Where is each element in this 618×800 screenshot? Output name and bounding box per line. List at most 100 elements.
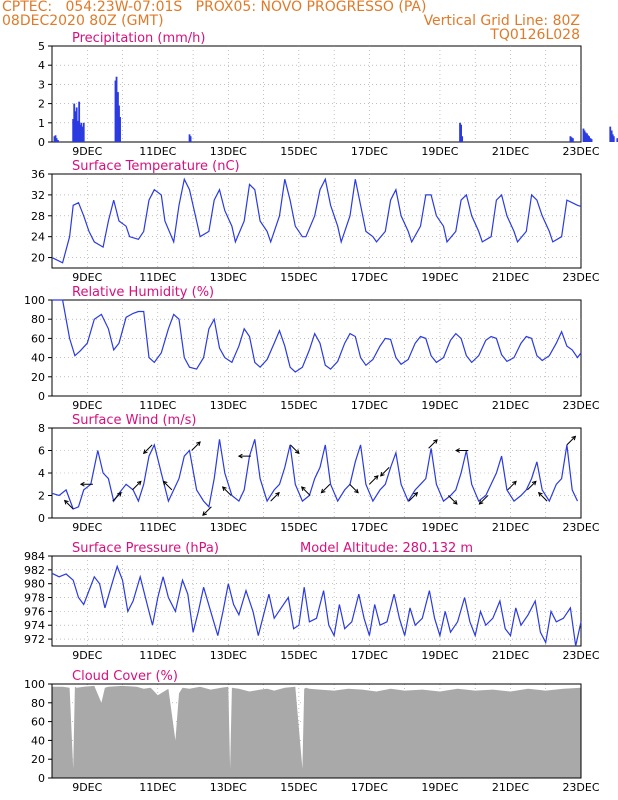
wind-arrow-head	[320, 488, 326, 494]
x-tick-label: 13DEC	[210, 781, 247, 794]
wind-arrow-head	[413, 491, 419, 497]
y-tick-label: 3	[38, 78, 45, 91]
series-line	[51, 177, 582, 264]
x-tick-label: 9DEC	[72, 781, 102, 794]
panel-frame	[51, 299, 582, 397]
precip-bar	[461, 136, 464, 142]
wind-arrow-head	[142, 449, 148, 455]
precip-bar	[75, 107, 78, 142]
y-tick-label: 4	[38, 467, 45, 480]
y-tick-label: 8	[38, 422, 45, 435]
y-tick-label: 20	[31, 252, 45, 265]
y-tick-label: 80	[31, 313, 45, 326]
precip-bar	[74, 111, 77, 142]
y-tick-label: 40	[31, 734, 45, 747]
y-tick-label: 40	[31, 352, 45, 365]
wind-arrow	[191, 441, 201, 451]
header-model: TQ0126L028	[490, 27, 580, 43]
x-tick-label: 15DEC	[280, 521, 317, 534]
wind-arrow	[448, 495, 458, 505]
wind-arrow	[349, 483, 359, 494]
x-tick-label: 13DEC	[210, 521, 247, 534]
panel-title: Surface Temperature (nC)	[72, 159, 240, 174]
wind-arrow	[479, 495, 489, 505]
x-tick-label: 11DEC	[139, 649, 176, 662]
wind-arrow-head	[237, 453, 243, 459]
precip-bar	[80, 122, 83, 142]
wind-arrow-head	[478, 499, 484, 505]
precip-bar	[583, 130, 586, 142]
x-tick-label: 9DEC	[72, 271, 102, 284]
panel-frame	[51, 45, 582, 143]
precip-bar	[609, 126, 612, 142]
y-tick-label: 28	[31, 210, 45, 223]
precip-bar	[188, 134, 191, 142]
precip-bar	[78, 101, 81, 142]
y-tick-label: 2	[38, 98, 45, 111]
precip-bar	[616, 138, 618, 142]
precip-bar	[590, 139, 593, 142]
wind-arrow-head	[136, 480, 142, 486]
x-tick-label: 23DEC	[562, 781, 599, 794]
x-tick-label: 13DEC	[210, 145, 247, 158]
x-tick-label: 11DEC	[139, 521, 176, 534]
x-tick-label: 9DEC	[72, 649, 102, 662]
x-tick-label: 23DEC	[562, 521, 599, 534]
panel-title: Precipitation (mm/h)	[72, 31, 205, 46]
x-tick-label: 19DEC	[421, 399, 458, 412]
wind-arrow-head	[379, 471, 385, 477]
panel-frame	[51, 173, 582, 269]
panel-4: 9DEC 11DEC 13DEC 15DEC 17DEC 19DEC 21DEC 23DEC 0…	[38, 413, 600, 534]
precip-bar	[54, 135, 57, 142]
precip-bar	[72, 118, 75, 142]
panel-3: 9DEC 11DEC 13DEC 15DEC 17DEC 19DEC 21DEC 23DEC 0…	[24, 285, 600, 412]
wind-arrow-head	[294, 449, 300, 455]
wind-arrow	[507, 481, 517, 491]
wind-arrow	[369, 475, 379, 485]
panel-1: 9DEC 11DEC 13DEC 15DEC 17DEC 19DEC 21DEC 23DEC 0…	[38, 31, 618, 158]
wind-arrow-head	[512, 480, 517, 486]
x-tick-label: 9DEC	[72, 145, 102, 158]
y-tick-label: 974	[24, 619, 45, 632]
x-tick-label: 17DEC	[351, 145, 388, 158]
wind-arrow	[380, 467, 390, 477]
wind-arrow-head	[537, 491, 543, 497]
precip-bar	[460, 124, 462, 142]
wind-arrow-head	[79, 481, 85, 487]
wind-arrow-head	[202, 511, 207, 516]
x-tick-label: 21DEC	[492, 521, 529, 534]
x-tick-label: 21DEC	[492, 145, 529, 158]
panel-title: Surface Pressure (hPa)	[72, 541, 219, 556]
precip-bar	[57, 140, 59, 142]
wind-arrow	[321, 483, 331, 494]
x-tick-label: 17DEC	[351, 649, 388, 662]
x-tick-label: 19DEC	[421, 145, 458, 158]
precip-bar	[79, 124, 82, 142]
y-tick-label: 984	[24, 550, 45, 563]
y-tick-label: 976	[24, 605, 45, 618]
precip-bar	[114, 80, 117, 142]
precip-bar	[118, 105, 120, 142]
x-tick-label: 11DEC	[139, 145, 176, 158]
x-tick-label: 9DEC	[72, 399, 102, 412]
header-run-time: 08DEC2020 80Z (GMT)	[2, 13, 164, 29]
y-tick-label: 36	[31, 168, 45, 181]
x-tick-label: 13DEC	[210, 649, 247, 662]
x-tick-label: 21DEC	[492, 649, 529, 662]
x-tick-label: 19DEC	[421, 781, 458, 794]
y-tick-label: 2	[38, 490, 45, 503]
wind-arrow	[132, 481, 142, 491]
y-tick-label: 972	[24, 633, 45, 646]
wind-arrow	[163, 481, 173, 491]
x-tick-label: 23DEC	[562, 399, 599, 412]
precip-bar	[81, 126, 84, 142]
wind-arrow	[408, 492, 418, 502]
x-tick-label: 17DEC	[351, 399, 388, 412]
y-tick-label: 0	[38, 390, 45, 403]
panel-frame	[51, 555, 582, 647]
wind-arrow	[428, 439, 438, 449]
x-tick-label: 21DEC	[492, 399, 529, 412]
cloud-area	[52, 685, 581, 778]
